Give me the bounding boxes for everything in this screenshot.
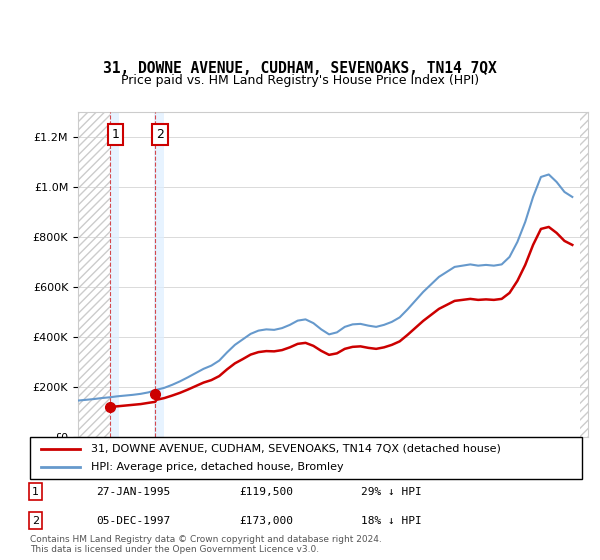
Text: 27-JAN-1995: 27-JAN-1995 — [96, 487, 170, 497]
Text: £173,000: £173,000 — [240, 516, 294, 526]
Text: 18% ↓ HPI: 18% ↓ HPI — [361, 516, 422, 526]
Text: 2: 2 — [32, 516, 39, 526]
Text: 2: 2 — [156, 128, 164, 141]
Bar — [580, 112, 588, 437]
FancyBboxPatch shape — [30, 437, 582, 479]
Text: 1: 1 — [111, 128, 119, 141]
Text: HPI: Average price, detached house, Bromley: HPI: Average price, detached house, Brom… — [91, 462, 343, 472]
Bar — [580, 112, 588, 437]
Text: 1: 1 — [32, 487, 39, 497]
Bar — [154, 112, 164, 437]
Text: 05-DEC-1997: 05-DEC-1997 — [96, 516, 170, 526]
Bar — [110, 112, 119, 437]
Text: 31, DOWNE AVENUE, CUDHAM, SEVENOAKS, TN14 7QX (detached house): 31, DOWNE AVENUE, CUDHAM, SEVENOAKS, TN1… — [91, 444, 500, 454]
Text: Contains HM Land Registry data © Crown copyright and database right 2024.
This d: Contains HM Land Registry data © Crown c… — [30, 535, 382, 554]
Text: 31, DOWNE AVENUE, CUDHAM, SEVENOAKS, TN14 7QX: 31, DOWNE AVENUE, CUDHAM, SEVENOAKS, TN1… — [103, 60, 497, 76]
Text: Price paid vs. HM Land Registry's House Price Index (HPI): Price paid vs. HM Land Registry's House … — [121, 74, 479, 87]
Bar — [78, 112, 110, 437]
Text: 29% ↓ HPI: 29% ↓ HPI — [361, 487, 422, 497]
Bar — [78, 112, 110, 437]
Text: £119,500: £119,500 — [240, 487, 294, 497]
